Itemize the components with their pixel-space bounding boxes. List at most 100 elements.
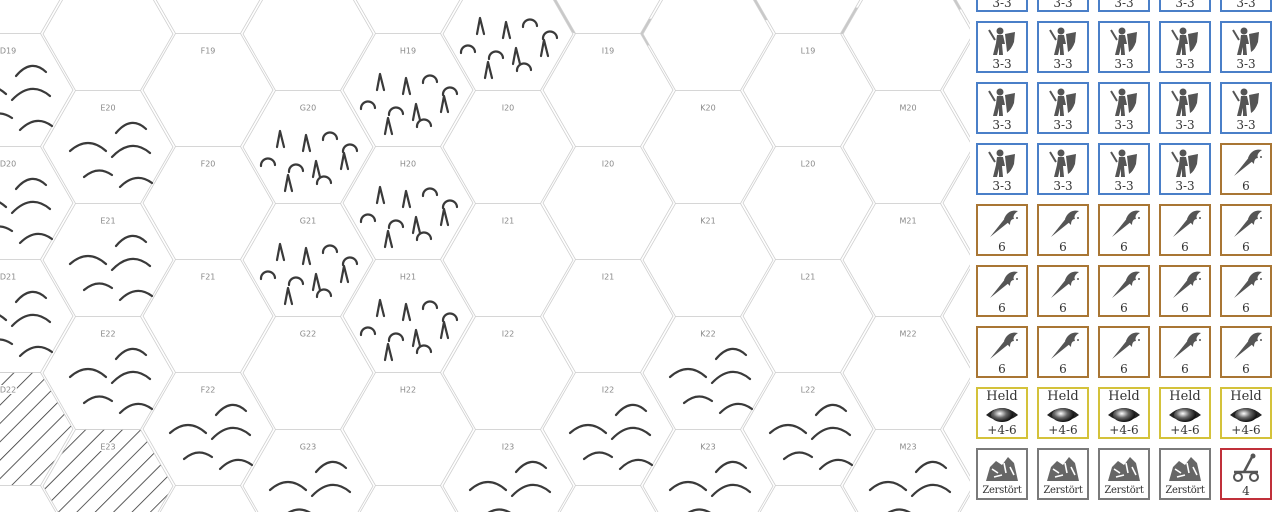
hex-cell[interactable]	[942, 147, 970, 260]
hex-cell[interactable]	[0, 485, 73, 512]
infantry-counter[interactable]: 3-3	[1220, 21, 1272, 73]
fire-counter[interactable]: 6	[1037, 326, 1089, 378]
hero-counter[interactable]: Held +4-6	[1220, 387, 1272, 439]
sword-shield-warrior-icon	[984, 87, 1020, 117]
hero-counter[interactable]: Held +4-6	[1037, 387, 1089, 439]
hero-counter[interactable]: Held +4-6	[976, 387, 1028, 439]
hex-d21[interactable]: D21	[0, 259, 74, 373]
hex-cell[interactable]	[942, 260, 970, 373]
hex-e22[interactable]: E22	[42, 316, 174, 430]
hex-cell[interactable]	[343, 485, 473, 512]
hex-e23[interactable]: E23	[42, 429, 174, 512]
hex-d20[interactable]: D20	[0, 146, 74, 260]
flaming-torch-icon	[1167, 209, 1203, 239]
hex-cell[interactable]	[143, 485, 273, 512]
hex-h20[interactable]: H20	[342, 146, 474, 260]
sword-shield-warrior-icon	[1228, 26, 1264, 56]
hex-i23[interactable]: I23	[442, 429, 574, 512]
fire-counter[interactable]: 6	[1159, 204, 1211, 256]
hex-g21[interactable]: G21	[242, 203, 374, 317]
fire-counter[interactable]: 6	[1220, 143, 1272, 195]
hex-g23[interactable]: G23	[242, 429, 374, 512]
hex-d22[interactable]: D22	[0, 372, 74, 486]
hex-label: L21	[801, 273, 816, 282]
infantry-counter[interactable]: 3-3	[1098, 143, 1150, 195]
siege-counter[interactable]: 4	[1220, 448, 1272, 500]
infantry-counter[interactable]: 3-3	[1220, 0, 1272, 12]
hills-icon	[268, 460, 352, 512]
infantry-counter[interactable]: 3-3	[1037, 0, 1089, 12]
fire-counter[interactable]: 6	[1159, 265, 1211, 317]
counter-value: 6	[1181, 240, 1189, 254]
hex-e20[interactable]: E20	[42, 90, 174, 204]
destroyed-counter[interactable]: Zerstört	[1098, 448, 1150, 500]
fire-counter[interactable]: 6	[1159, 326, 1211, 378]
infantry-counter[interactable]: 3-3	[1159, 21, 1211, 73]
counter-value: Zerstört	[1104, 485, 1144, 496]
fire-counter[interactable]: 6	[1037, 265, 1089, 317]
infantry-counter[interactable]: 3-3	[1098, 21, 1150, 73]
flaming-torch-icon	[1106, 270, 1142, 300]
hero-counter[interactable]: Held +4-6	[1159, 387, 1211, 439]
infantry-counter[interactable]: 3-3	[1220, 82, 1272, 134]
hex-k23[interactable]: K23	[642, 429, 774, 512]
counter-value: Zerstört	[1043, 485, 1083, 496]
fire-counter[interactable]: 6	[1220, 204, 1272, 256]
infantry-counter[interactable]: 3-3	[1098, 82, 1150, 134]
hex-label: F21	[201, 273, 216, 282]
infantry-counter[interactable]: 3-3	[976, 0, 1028, 12]
flaming-torch-icon	[1167, 331, 1203, 361]
fire-counter[interactable]: 6	[1098, 265, 1150, 317]
hex-label: M22	[899, 330, 916, 339]
infantry-counter[interactable]: 3-3	[1098, 0, 1150, 12]
infantry-counter[interactable]: 3-3	[1037, 21, 1089, 73]
hex-d19[interactable]: D19	[0, 33, 74, 147]
hero-title: Held	[1108, 389, 1140, 404]
infantry-counter[interactable]: 3-3	[1159, 0, 1211, 12]
counter-value: 3-3	[1114, 179, 1134, 193]
fire-counter[interactable]: 6	[976, 204, 1028, 256]
flaming-torch-icon	[1228, 148, 1264, 178]
hex-map[interactable]: D19D20D21D22E19E20E21E22E23F19F20F21F22G…	[0, 0, 970, 512]
destroyed-counter[interactable]: Zerstört	[1037, 448, 1089, 500]
hex-i22[interactable]: I22	[542, 372, 674, 486]
hills-icon	[0, 64, 54, 132]
infantry-counter[interactable]: 3-3	[1159, 82, 1211, 134]
hex-l22[interactable]: L22	[742, 372, 874, 486]
counter-value: Zerstört	[982, 485, 1022, 496]
hex-f22[interactable]: F22	[142, 372, 274, 486]
fire-counter[interactable]: 6	[1098, 204, 1150, 256]
infantry-counter[interactable]: 3-3	[1037, 82, 1089, 134]
hex-cell[interactable]	[942, 373, 970, 486]
fire-counter[interactable]: 6	[1098, 326, 1150, 378]
fire-counter[interactable]: 6	[976, 326, 1028, 378]
infantry-counter[interactable]: 3-3	[976, 82, 1028, 134]
hex-label: E22	[100, 330, 115, 339]
hex-map-canvas[interactable]: D19D20D21D22E19E20E21E22E23F19F20F21F22G…	[0, 0, 970, 512]
hero-counter[interactable]: Held +4-6	[1098, 387, 1150, 439]
fire-counter[interactable]: 6	[976, 265, 1028, 317]
fire-counter[interactable]: 6	[1220, 326, 1272, 378]
hex-label: L19	[801, 47, 816, 56]
hex-cell[interactable]	[743, 485, 873, 512]
infantry-counter[interactable]: 3-3	[1159, 143, 1211, 195]
hex-cell[interactable]	[0, 0, 73, 34]
hex-cell[interactable]	[543, 485, 673, 512]
infantry-counter[interactable]: 3-3	[976, 143, 1028, 195]
counter-value: 3-3	[992, 179, 1012, 193]
hex-i19[interactable]: I19	[442, 0, 574, 91]
hex-m23[interactable]: M23	[842, 429, 970, 512]
hex-cell[interactable]	[942, 34, 970, 147]
infantry-counter[interactable]: 3-3	[1037, 143, 1089, 195]
destroyed-counter[interactable]: Zerstört	[1159, 448, 1211, 500]
rough-terrain-icon	[259, 242, 359, 306]
fire-counter[interactable]: 6	[1037, 204, 1089, 256]
destroyed-counter[interactable]: Zerstört	[976, 448, 1028, 500]
hex-cell[interactable]	[943, 486, 970, 512]
hex-cell[interactable]	[943, 0, 970, 34]
fire-counter[interactable]: 6	[1220, 265, 1272, 317]
hex-h19[interactable]: H19	[342, 33, 474, 147]
hills-icon	[468, 460, 552, 512]
hills-icon	[68, 347, 154, 415]
infantry-counter[interactable]: 3-3	[976, 21, 1028, 73]
